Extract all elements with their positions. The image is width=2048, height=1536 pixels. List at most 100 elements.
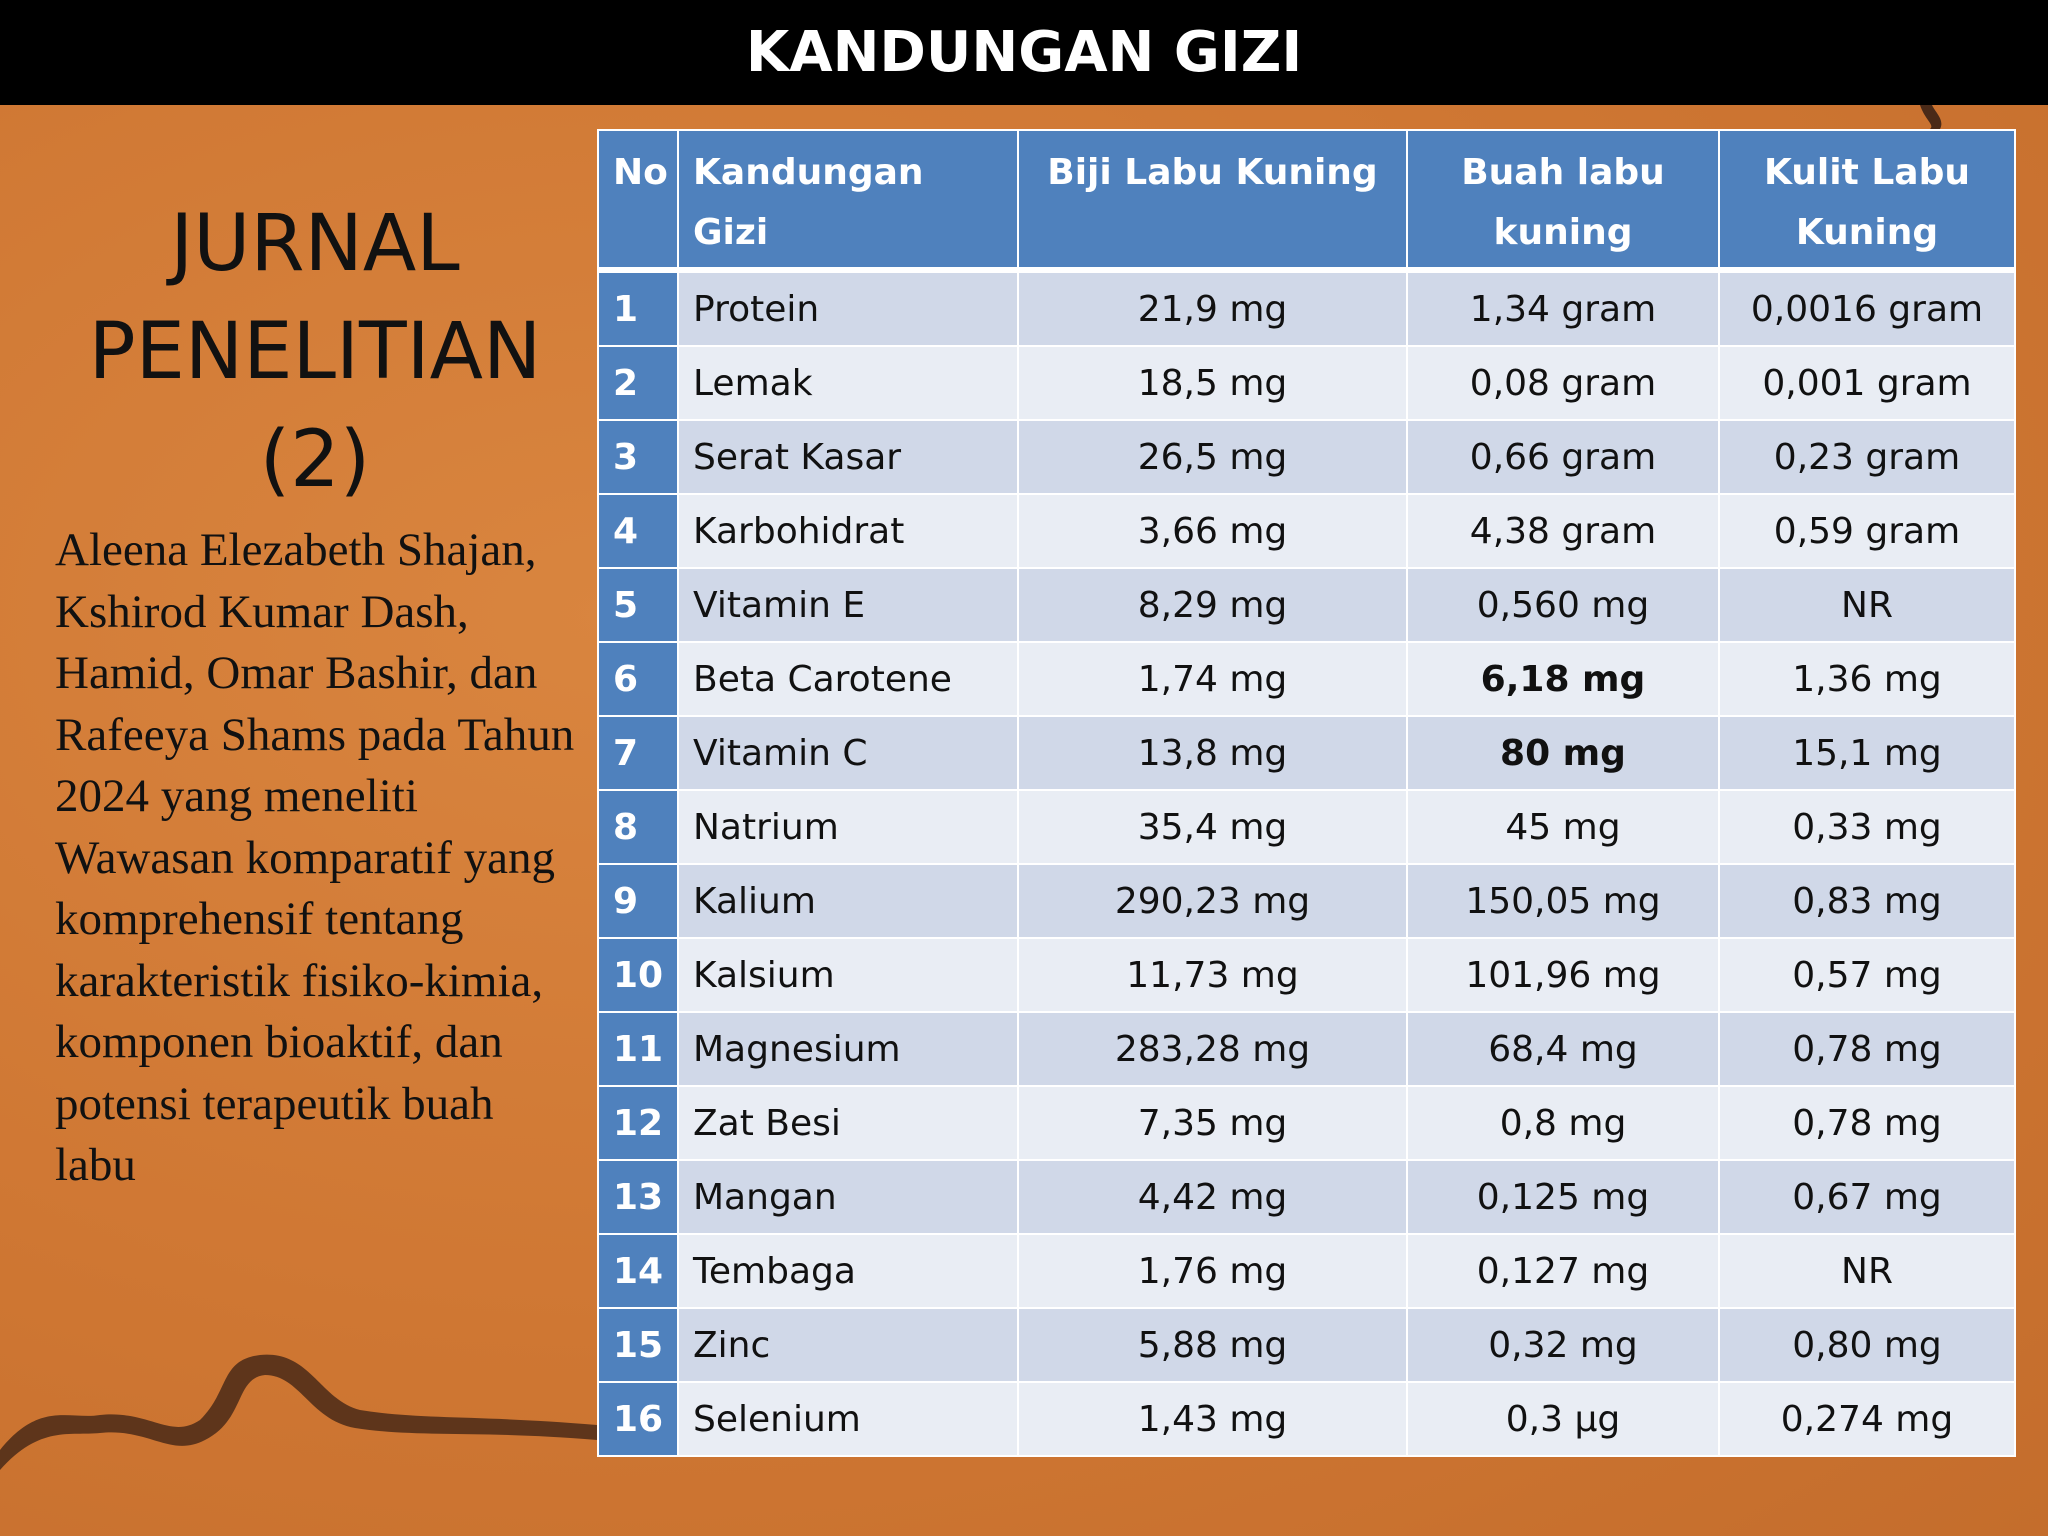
nutrient-name: Protein — [677, 269, 1019, 347]
value-cell: 0,8 mg — [1406, 1085, 1720, 1161]
value-cell: 0,08 gram — [1406, 345, 1720, 421]
column-header: Buah labu kuning — [1406, 129, 1720, 273]
column-header: No — [597, 129, 679, 273]
table-row: 11 Magnesium 283,28 mg 68,4 mg 0,78 mg — [597, 1011, 2016, 1087]
row-number: 14 — [597, 1233, 679, 1309]
value-cell: 68,4 mg — [1406, 1011, 1720, 1087]
row-number: 12 — [597, 1085, 679, 1161]
value-cell: 35,4 mg — [1017, 789, 1408, 865]
value-cell: NR — [1718, 1233, 2016, 1309]
table-row: 16 Selenium 1,43 mg 0,3 µg 0,274 mg — [597, 1381, 2016, 1457]
table-row: 9 Kalium 290,23 mg 150,05 mg 0,83 mg — [597, 863, 2016, 939]
row-number: 8 — [597, 789, 679, 865]
value-cell: 80 mg — [1406, 715, 1720, 791]
row-number: 4 — [597, 493, 679, 569]
column-header: Kulit Labu Kuning — [1718, 129, 2016, 273]
nutrient-name: Karbohidrat — [677, 493, 1019, 569]
nutrient-name: Magnesium — [677, 1011, 1019, 1087]
row-number: 7 — [597, 715, 679, 791]
header-row: No Kandungan Gizi Biji Labu Kuning Buah lab… — [597, 129, 2016, 273]
table-row: 12 Zat Besi 7,35 mg 0,8 mg 0,78 mg — [597, 1085, 2016, 1161]
table-row: 3 Serat Kasar 26,5 mg 0,66 gram 0,23 gram — [597, 419, 2016, 495]
nutrient-name: Vitamin C — [677, 715, 1019, 791]
nutrient-name: Kalsium — [677, 937, 1019, 1013]
value-cell: 1,43 mg — [1017, 1381, 1408, 1457]
value-cell: 11,73 mg — [1017, 937, 1408, 1013]
value-cell: 0,274 mg — [1718, 1381, 2016, 1457]
column-header: Kandungan Gizi — [677, 129, 1019, 273]
value-cell: 8,29 mg — [1017, 567, 1408, 643]
row-number: 16 — [597, 1381, 679, 1457]
value-cell: 0,83 mg — [1718, 863, 2016, 939]
nutrient-name: Tembaga — [677, 1233, 1019, 1309]
column-header: Biji Labu Kuning — [1017, 129, 1408, 273]
value-cell: 13,8 mg — [1017, 715, 1408, 791]
title: KANDUNGAN GIZI — [745, 20, 1303, 85]
row-number: 15 — [597, 1307, 679, 1383]
table-row: 14 Tembaga 1,76 mg 0,127 mg NR — [597, 1233, 2016, 1309]
value-cell: 4,38 gram — [1406, 493, 1720, 569]
value-cell: 0,0016 gram — [1718, 269, 2016, 347]
row-number: 2 — [597, 345, 679, 421]
value-cell: NR — [1718, 567, 2016, 643]
value-cell: 101,96 mg — [1406, 937, 1720, 1013]
sidebar-text: Aleena Elezabeth Shajan, Kshirod Kumar D… — [55, 524, 575, 1191]
value-cell: 0,127 mg — [1406, 1233, 1720, 1309]
value-cell: 0,560 mg — [1406, 567, 1720, 643]
value-cell: 150,05 mg — [1406, 863, 1720, 939]
nutrient-name: Natrium — [677, 789, 1019, 865]
value-cell: 6,18 mg — [1406, 641, 1720, 717]
value-cell: 1,36 mg — [1718, 641, 2016, 717]
value-cell: 21,9 mg — [1017, 269, 1408, 347]
nutrient-name: Vitamin E — [677, 567, 1019, 643]
table-body: 1 Protein 21,9 mg 1,34 gram 0,0016 gram 2 Lema… — [597, 269, 2016, 1457]
value-cell: 5,88 mg — [1017, 1307, 1408, 1383]
value-cell: 0,57 mg — [1718, 937, 2016, 1013]
row-number: 11 — [597, 1011, 679, 1087]
row-number: 5 — [597, 567, 679, 643]
row-number: 6 — [597, 641, 679, 717]
value-cell: 0,23 gram — [1718, 419, 2016, 495]
value-cell: 18,5 mg — [1017, 345, 1408, 421]
value-cell: 283,28 mg — [1017, 1011, 1408, 1087]
value-cell: 0,001 gram — [1718, 345, 2016, 421]
value-cell: 0,80 mg — [1718, 1307, 2016, 1383]
nutrient-name: Mangan — [677, 1159, 1019, 1235]
nutrient-name: Zinc — [677, 1307, 1019, 1383]
value-cell: 1,76 mg — [1017, 1233, 1408, 1309]
value-cell: 0,3 µg — [1406, 1381, 1720, 1457]
value-cell: 15,1 mg — [1718, 715, 2016, 791]
table-row: 2 Lemak 18,5 mg 0,08 gram 0,001 gram — [597, 345, 2016, 421]
table-row: 7 Vitamin C 13,8 mg 80 mg 15,1 mg — [597, 715, 2016, 791]
row-number: 3 — [597, 419, 679, 495]
table-row: 13 Mangan 4,42 mg 0,125 mg 0,67 mg — [597, 1159, 2016, 1235]
nutrition-table: No Kandungan Gizi Biji Labu Kuning Buah lab… — [597, 129, 2016, 1457]
value-cell: 0,78 mg — [1718, 1011, 2016, 1087]
value-cell: 290,23 mg — [1017, 863, 1408, 939]
table-row: 10 Kalsium 11,73 mg 101,96 mg 0,57 mg — [597, 937, 2016, 1013]
sidebar-title: JURNAL PENELITIAN (2) — [88, 199, 542, 505]
value-cell: 0,125 mg — [1406, 1159, 1720, 1235]
value-cell: 1,74 mg — [1017, 641, 1408, 717]
row-number: 13 — [597, 1159, 679, 1235]
nutrient-name: Beta Carotene — [677, 641, 1019, 717]
row-number: 1 — [597, 269, 679, 347]
value-cell: 0,66 gram — [1406, 419, 1720, 495]
header-bar: KANDUNGAN GIZI — [0, 0, 2048, 105]
value-cell: 1,34 gram — [1406, 269, 1720, 347]
row-number: 10 — [597, 937, 679, 1013]
value-cell: 4,42 mg — [1017, 1159, 1408, 1235]
value-cell: 0,78 mg — [1718, 1085, 2016, 1161]
nutrient-name: Selenium — [677, 1381, 1019, 1457]
nutrient-name: Lemak — [677, 345, 1019, 421]
nutrient-name: Zat Besi — [677, 1085, 1019, 1161]
table-row: 1 Protein 21,9 mg 1,34 gram 0,0016 gram — [597, 269, 2016, 347]
value-cell: 26,5 mg — [1017, 419, 1408, 495]
table-row: 4 Karbohidrat 3,66 mg 4,38 gram 0,59 gram — [597, 493, 2016, 569]
value-cell: 7,35 mg — [1017, 1085, 1408, 1161]
value-cell: 0,67 mg — [1718, 1159, 2016, 1235]
value-cell: 0,59 gram — [1718, 493, 2016, 569]
